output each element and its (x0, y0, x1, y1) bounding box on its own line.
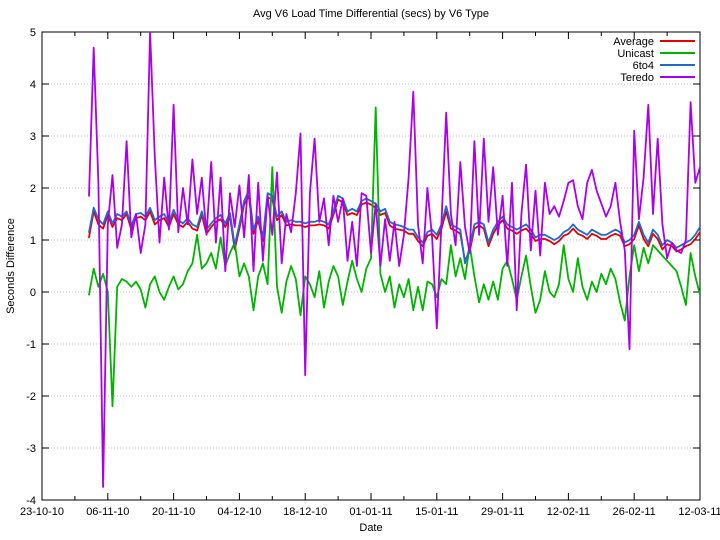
gridlines (42, 83, 700, 449)
x-tick-label: 20-11-10 (152, 506, 195, 518)
chart-title: Avg V6 Load Time Differential (secs) by … (252, 8, 490, 20)
y-tick-label: 1 (30, 235, 36, 247)
legend-label-unicast: Unicast (617, 48, 654, 60)
x-tick-label: 06-11-10 (86, 506, 129, 518)
y-tick-labels: -4 -3 -2 -1 0 1 2 3 4 5 (26, 27, 36, 507)
y-tick-label: 0 (30, 287, 36, 299)
x-tick-label: 04-12-10 (217, 506, 261, 518)
y-tick-label: -2 (26, 391, 36, 403)
y-tick-label: 2 (30, 183, 36, 195)
y-tick-label: 5 (30, 27, 36, 39)
x-axis-title: Date (359, 522, 383, 534)
y-tick-label: -1 (26, 339, 36, 351)
x-tick-label: 12-02-11 (547, 506, 590, 518)
y-tick-label: 4 (30, 79, 36, 91)
legend-label-6to4: 6to4 (633, 60, 654, 72)
x-tick-label: 29-01-11 (481, 506, 524, 518)
x-tick-label: 12-03-11 (678, 506, 720, 518)
plot-border (41, 31, 701, 501)
legend-label-average: Average (613, 36, 654, 48)
x-tick-label: 23-10-10 (20, 506, 64, 518)
x-tick-label: 26-02-11 (613, 506, 656, 518)
y-tick-label: -4 (26, 495, 36, 507)
series-unicast-line (88, 106, 700, 408)
series-teredo-line (88, 32, 700, 488)
axis-ticks (41, 31, 701, 501)
y-tick-label: 3 (30, 131, 36, 143)
x-tick-label: 18-12-10 (283, 506, 327, 518)
x-tick-label: 01-01-11 (349, 506, 392, 518)
y-axis-title: Seconds Difference (5, 218, 17, 314)
x-tick-labels: 23-10-10 06-11-10 20-11-10 04-12-10 18-12-10… (20, 506, 720, 518)
legend-label-teredo: Teredo (620, 72, 654, 84)
y-tick-label: -3 (26, 443, 36, 455)
series-lines (88, 32, 700, 488)
x-tick-label: 15-01-11 (415, 506, 458, 518)
